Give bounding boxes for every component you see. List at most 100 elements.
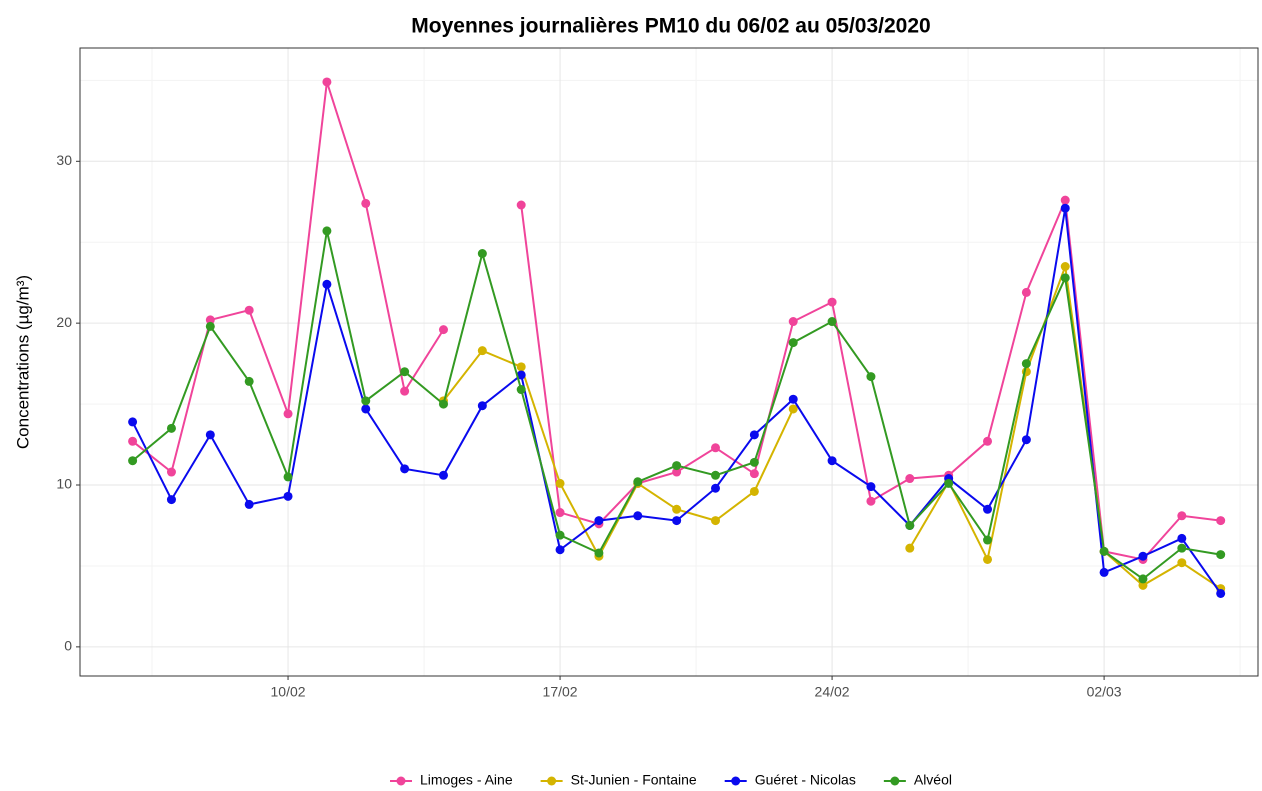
data-point [749, 430, 759, 440]
data-point [1060, 273, 1070, 283]
chart-title: Moyennes journalières PM10 du 06/02 au 0… [411, 15, 930, 38]
data-point [1060, 195, 1070, 205]
data-point [1099, 567, 1109, 577]
data-point [983, 535, 993, 545]
plot-border [79, 47, 1259, 677]
legend-symbol-point [731, 776, 741, 786]
data-point [283, 491, 293, 501]
data-point [1021, 359, 1031, 369]
data-point [827, 297, 837, 307]
data-point [361, 198, 371, 208]
data-point [555, 530, 565, 540]
data-point [749, 469, 759, 479]
y-tick-label: 30 [56, 152, 72, 168]
data-point [128, 436, 138, 446]
data-point [633, 511, 643, 521]
data-point [166, 467, 176, 477]
data-point [944, 478, 954, 488]
data-point [749, 457, 759, 467]
y-tick-label: 20 [56, 314, 72, 330]
data-point [1216, 550, 1226, 560]
legend-label: St-Junien - Fontaine [571, 772, 697, 788]
data-point [322, 77, 332, 87]
series-line [131, 81, 1221, 561]
data-point [633, 477, 643, 487]
data-point [788, 404, 798, 414]
data-point [672, 504, 682, 514]
data-point [322, 226, 332, 236]
x-tick-label: 10/02 [271, 684, 306, 700]
data-point [516, 362, 526, 372]
data-point [1177, 511, 1187, 521]
y-tick-label: 0 [64, 638, 72, 654]
data-point [555, 545, 565, 555]
data-point [594, 516, 604, 526]
legend-symbol-point [547, 776, 557, 786]
data-point [400, 464, 410, 474]
data-point [711, 516, 720, 526]
legend: Limoges - Aine St-Junien - Fontaine Guéret… [390, 772, 952, 788]
data-point [711, 470, 720, 480]
data-point [205, 430, 215, 440]
data-point [866, 496, 876, 506]
data-point [400, 367, 410, 377]
data-point [788, 338, 798, 348]
data-point [749, 486, 759, 496]
data-point [516, 200, 526, 210]
data-point [1216, 588, 1226, 598]
data-point [283, 472, 293, 482]
data-point [438, 325, 448, 335]
data-point [516, 370, 526, 380]
data-point [1021, 435, 1031, 445]
data-point [1138, 574, 1148, 584]
data-point [477, 346, 487, 356]
data-point [244, 376, 254, 386]
data-point [361, 404, 371, 414]
data-point [283, 409, 293, 419]
series-line [131, 230, 1221, 581]
data-point [1216, 516, 1226, 526]
data-point [1021, 287, 1031, 297]
data-point [205, 315, 215, 325]
data-point [827, 317, 837, 327]
data-point [1060, 262, 1070, 272]
data-point [672, 516, 682, 526]
data-point [983, 436, 993, 446]
data-point [672, 467, 682, 477]
data-point [1177, 558, 1187, 568]
series-line [131, 208, 1222, 595]
data-point [1138, 551, 1148, 561]
data-point [128, 417, 138, 427]
data-point [905, 474, 915, 484]
data-point [516, 385, 526, 395]
data-point [711, 443, 720, 453]
legend-label: Guéret - Nicolas [755, 772, 856, 788]
data-point [438, 470, 448, 480]
data-point [788, 317, 798, 327]
data-point [244, 499, 254, 509]
data-point [672, 461, 682, 471]
data-point [477, 249, 487, 259]
data-point [594, 548, 604, 558]
data-point [555, 508, 565, 518]
x-tick-label: 17/02 [543, 684, 578, 700]
legend-symbol-point [396, 776, 406, 786]
data-point [788, 394, 798, 404]
data-point [711, 483, 720, 493]
data-point [1099, 546, 1109, 556]
data-point [400, 386, 410, 396]
data-point [1138, 580, 1148, 590]
data-point [866, 482, 876, 492]
data-point [555, 478, 565, 488]
data-point [361, 396, 371, 406]
legend-label: Limoges - Aine [420, 772, 513, 788]
x-tick-label: 24/02 [815, 684, 850, 700]
y-tick-label: 10 [56, 476, 72, 492]
data-point [905, 543, 915, 553]
data-point [477, 401, 487, 411]
data-point [1060, 203, 1070, 213]
data-point [905, 520, 915, 530]
data-point [205, 321, 215, 331]
data-point [166, 495, 176, 505]
data-point [438, 399, 448, 409]
